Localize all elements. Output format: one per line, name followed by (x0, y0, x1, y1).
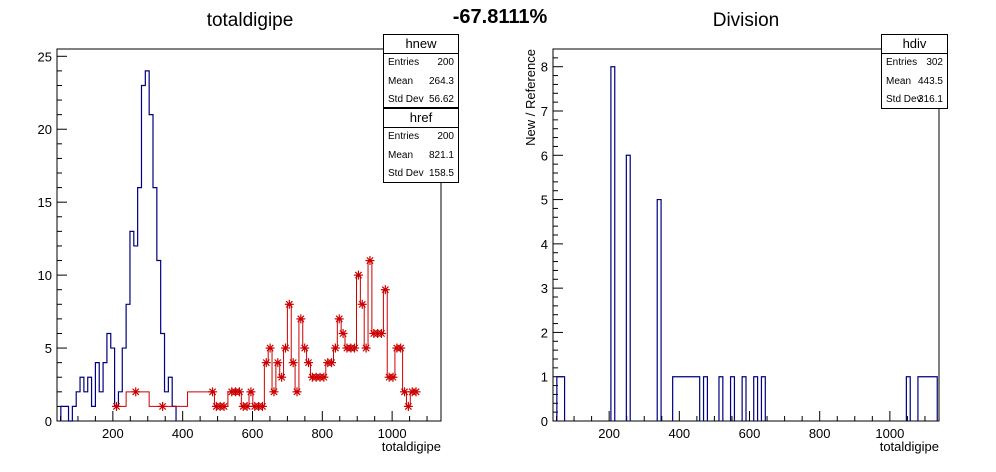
stats-row-mean: Mean 443.5 (886, 75, 943, 87)
right-panel-title: Division (712, 10, 780, 31)
left-href-point (246, 387, 256, 397)
stats-box-title: hdiv (882, 35, 947, 54)
left-panel-title: totaldigipe (206, 10, 294, 31)
right-x-tick-label: 400 (668, 426, 690, 441)
left-href-point (327, 358, 337, 368)
left-href-point (357, 299, 367, 309)
left-href-point (277, 372, 287, 382)
right-y-tick-label: 8 (541, 60, 548, 75)
left-y-tick-label: 25 (38, 49, 52, 64)
left-href-point (269, 387, 279, 397)
left-y-tick-label: 15 (38, 195, 52, 210)
left-hnew-line (60, 70, 177, 422)
left-href-point (234, 387, 244, 397)
right-y-tick-label: 7 (541, 104, 548, 119)
left-href-point (334, 314, 344, 324)
left-x-tick-label: 400 (172, 426, 194, 441)
right-y-tick-label: 3 (541, 281, 548, 296)
left-href-point (219, 401, 229, 411)
stats-row-entries: Entries 302 (886, 57, 943, 68)
left-href-point (304, 358, 314, 368)
stats-box-title: hnew (384, 35, 458, 54)
left-href-point (365, 256, 375, 266)
left-x-tick-label: 800 (311, 426, 333, 441)
stats-row-entries: Entries 200 (388, 131, 454, 142)
left-href-point (300, 343, 310, 353)
stats-row-entries: Entries 200 (388, 57, 454, 68)
right-y-tick-label: 1 (541, 370, 548, 385)
left-href-point (411, 387, 421, 397)
stats-row-stddev: Std Dev 316.1 (886, 94, 943, 105)
right-y-tick-label: 2 (541, 325, 548, 340)
stats-row-mean: Mean 821.1 (388, 149, 454, 161)
left-x-tick-label: 200 (102, 426, 124, 441)
left-href-point (288, 358, 298, 368)
left-href-point (330, 343, 340, 353)
stats-box-hnew: hnew Entries 200 Mean 264.3 Std Dev 56.62 (383, 34, 459, 108)
left-x-tick-label: 600 (242, 426, 264, 441)
left-href-point (261, 358, 271, 368)
left-href-point (265, 343, 275, 353)
left-href-point (242, 401, 252, 411)
left-href-point (112, 401, 122, 411)
left-x-axis-label: totaldigipe (382, 439, 441, 454)
stats-box-hdiv: hdiv Entries 302 Mean 443.5 Std Dev 316.1 (881, 34, 948, 109)
left-y-tick-label: 20 (38, 122, 52, 137)
left-href-point (292, 387, 302, 397)
stats-row-mean: Mean 264.3 (388, 75, 454, 87)
left-x-tick-label: 1000 (378, 426, 407, 441)
left-href-point (396, 343, 406, 353)
left-href-point (131, 387, 141, 397)
left-href-point (400, 387, 410, 397)
right-hdiv-line (556, 66, 938, 421)
left-href-point (353, 270, 363, 280)
left-href-point (284, 299, 294, 309)
right-y-tick-label: 4 (541, 237, 548, 252)
left-href-point (376, 328, 386, 338)
left-href-point (296, 314, 306, 324)
left-href-point (208, 387, 218, 397)
left-y-tick-label: 10 (38, 268, 52, 283)
left-href-point (403, 401, 413, 411)
left-href-point (361, 343, 371, 353)
stats-box-title: href (384, 109, 458, 128)
left-plot-area: 200 400 600 800 1000 0 5 10 15 20 25 totaldigipe (38, 48, 442, 454)
stats-row-stddev: Std Dev 56.62 (388, 94, 454, 105)
left-href-point (319, 372, 329, 382)
left-href-point (338, 328, 348, 338)
left-y-tick-label: 5 (45, 341, 52, 356)
left-href-point (257, 401, 267, 411)
stats-box-href: href Entries 200 Mean 821.1 Std Dev 158.5 (383, 108, 459, 183)
left-href-point (350, 343, 360, 353)
stats-row-stddev: Std Dev 158.5 (388, 168, 454, 179)
left-y-tick-label: 0 (45, 414, 52, 429)
right-x-axis-label: totaldigipe (880, 439, 939, 454)
right-y-tick-label: 0 (541, 414, 548, 429)
center-title: -67.8111% (452, 6, 548, 28)
left-frame (56, 48, 442, 422)
right-y-tick-label: 6 (541, 148, 548, 163)
right-y-axis-label: New / Reference (523, 49, 538, 146)
right-x-tick-label: 1000 (875, 426, 904, 441)
left-href-point (380, 285, 390, 295)
left-href-point (273, 358, 283, 368)
left-href-point (388, 372, 398, 382)
right-x-tick-label: 200 (598, 426, 620, 441)
right-x-tick-label: 800 (809, 426, 831, 441)
left-href-point (158, 401, 168, 411)
right-x-tick-label: 600 (739, 426, 761, 441)
right-y-tick-label: 5 (541, 193, 548, 208)
left-href-point (280, 343, 290, 353)
right-plot-area: 200 400 600 800 1000 0 1 2 3 4 5 6 7 8 totaldigipe New … (523, 48, 940, 454)
